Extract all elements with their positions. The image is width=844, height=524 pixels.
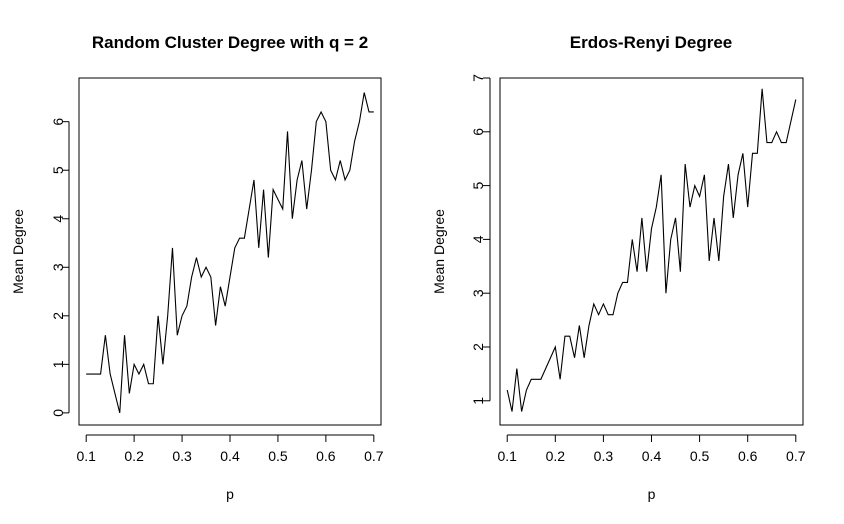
- chart-title: Erdos-Renyi Degree: [570, 33, 733, 52]
- y-tick-label: 2: [50, 312, 66, 320]
- y-tick-label: 4: [50, 215, 66, 223]
- y-tick-label: 1: [470, 397, 486, 405]
- x-tick-label: 0.4: [220, 448, 240, 464]
- y-tick-label: 5: [50, 166, 66, 174]
- y-tick-label: 1: [50, 360, 66, 368]
- plot-frame: [78, 77, 382, 426]
- x-tick-label: 0.1: [76, 448, 96, 464]
- plot-frame: [499, 77, 804, 426]
- data-line: [506, 88, 797, 412]
- x-tick-label: 0.5: [268, 448, 288, 464]
- x-tick-label: 0.3: [594, 448, 614, 464]
- y-tick-label: 3: [50, 263, 66, 271]
- y-tick-label: 4: [470, 235, 486, 243]
- x-axis-label: p: [226, 486, 234, 502]
- x-axis-label: p: [648, 486, 656, 502]
- y-tick-label: 3: [470, 289, 486, 297]
- data-line: [86, 92, 374, 414]
- y-tick-label: 0: [50, 409, 66, 417]
- y-axis-label: Mean Degree: [10, 209, 26, 294]
- x-tick-label: 0.2: [124, 448, 144, 464]
- chart-title: Random Cluster Degree with q = 2: [92, 33, 368, 52]
- y-tick-label: 2: [470, 343, 486, 351]
- y-tick-label: 6: [50, 118, 66, 126]
- x-tick-label: 0.6: [738, 448, 758, 464]
- x-tick-label: 0.3: [172, 448, 192, 464]
- x-tick-label: 0.5: [690, 448, 710, 464]
- x-tick-label: 0.1: [497, 448, 517, 464]
- x-tick-label: 0.2: [546, 448, 566, 464]
- x-tick-label: 0.7: [786, 448, 806, 464]
- x-tick-label: 0.7: [364, 448, 384, 464]
- y-tick-label: 5: [470, 181, 486, 189]
- x-tick-label: 0.6: [316, 448, 336, 464]
- y-tick-label: 6: [470, 128, 486, 136]
- x-tick-label: 0.4: [642, 448, 662, 464]
- y-axis-label: Mean Degree: [431, 209, 447, 294]
- y-tick-label: 7: [470, 74, 486, 82]
